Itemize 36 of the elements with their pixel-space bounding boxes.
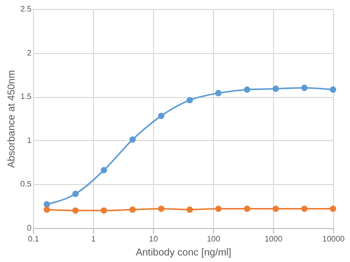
point [301, 84, 308, 91]
point [330, 86, 336, 93]
y-tick-label: 2.5 [20, 4, 32, 14]
point [44, 201, 50, 208]
point [72, 207, 79, 214]
x-tick-label: 1 [91, 234, 96, 244]
y-tick-label: 1.5 [20, 92, 32, 102]
point [272, 206, 279, 212]
point [100, 207, 108, 214]
point [158, 206, 164, 212]
point [129, 136, 136, 143]
point [244, 86, 250, 93]
point [186, 96, 193, 104]
point [100, 167, 108, 174]
point [44, 206, 50, 213]
x-tick-label: 10 [149, 234, 158, 244]
y-tick-label: 1 [27, 136, 32, 145]
point [129, 206, 136, 213]
point [215, 206, 222, 212]
y-tick-label: 2 [27, 48, 32, 58]
point [272, 86, 279, 92]
point [330, 206, 336, 212]
x-tick-label: 100 [206, 234, 221, 244]
y-tick-label: 0.5 [20, 180, 32, 189]
x-tick-label: 10000 [322, 234, 346, 244]
y-tick-label: 0 [27, 224, 32, 232]
point [186, 206, 193, 213]
x-tick-label: 1000 [264, 234, 283, 244]
x-axis-title: Antibody conc [ng/ml] [136, 248, 232, 258]
point [301, 206, 308, 212]
point [72, 190, 79, 197]
y-axis-title: Absorbance at 450nm [6, 70, 18, 168]
point [215, 90, 222, 96]
x-tick-label: 0.1 [28, 234, 40, 244]
point [158, 112, 164, 120]
point [244, 206, 250, 212]
